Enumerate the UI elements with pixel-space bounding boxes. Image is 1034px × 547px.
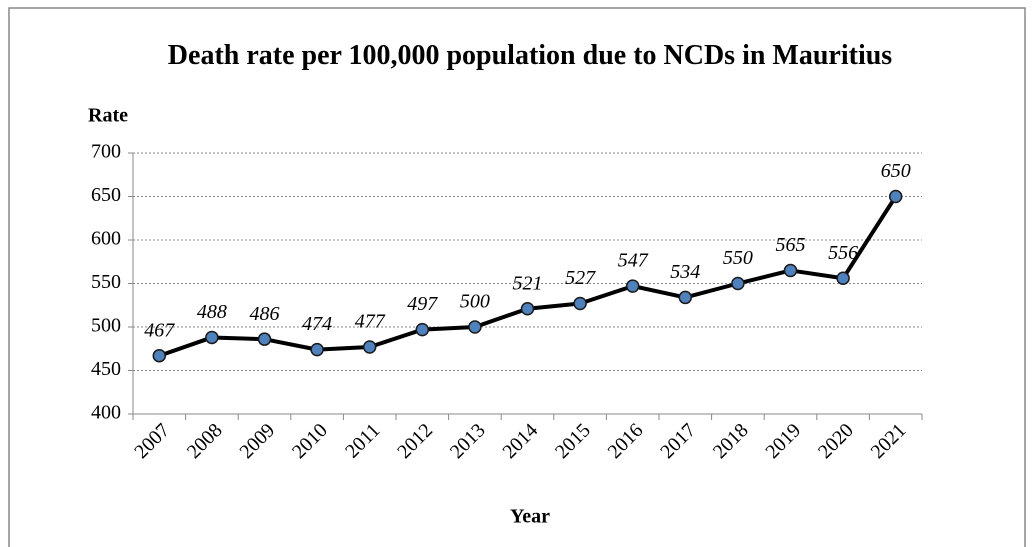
data-label: 556: [828, 242, 858, 264]
x-tick-label: 2018: [709, 419, 753, 463]
data-label: 527: [565, 267, 596, 289]
x-tick-label: 2014: [498, 419, 542, 463]
x-tick-label: 2021: [867, 419, 911, 463]
x-tick-label: 2020: [814, 419, 858, 463]
data-label: 467: [144, 319, 175, 341]
x-tick-label: 2017: [656, 419, 700, 463]
y-tick-label: 400: [91, 402, 121, 424]
y-tick-label: 600: [91, 228, 121, 250]
marker: [836, 271, 850, 286]
x-tick-label: 2007: [130, 419, 174, 463]
marker: [152, 348, 167, 363]
y-tick-label: 450: [91, 358, 121, 380]
y-tick-label: 700: [91, 141, 121, 163]
marker: [731, 276, 745, 291]
marker: [520, 301, 535, 316]
x-tick-label: 2016: [604, 419, 648, 463]
chart-title: Death rate per 100,000 population due to…: [167, 40, 893, 71]
marker: [573, 296, 587, 311]
marker: [257, 332, 272, 346]
chart-border: [8, 7, 1026, 547]
marker: [783, 263, 798, 278]
marker: [415, 322, 430, 337]
x-tick-label: 2011: [341, 419, 384, 462]
data-label: 534: [670, 261, 700, 283]
x-tick-label: 2010: [288, 419, 332, 463]
data-label: 565: [776, 234, 806, 256]
marker: [678, 290, 693, 305]
data-label: 497: [407, 293, 438, 315]
x-tick-label: 2013: [446, 419, 490, 463]
y-axis-label: Rate: [88, 105, 128, 127]
x-axis-label: Year: [510, 506, 550, 528]
data-label: 547: [618, 250, 649, 272]
marker: [888, 189, 903, 204]
data-label: 500: [460, 291, 490, 313]
y-tick-label: 500: [91, 315, 121, 337]
y-tick-label: 650: [91, 184, 121, 206]
x-tick-label: 2019: [761, 419, 805, 463]
marker: [205, 330, 219, 345]
data-label: 488: [197, 301, 227, 323]
data-label: 486: [250, 303, 280, 325]
x-tick-label: 2015: [551, 419, 595, 463]
data-label: 477: [355, 311, 386, 333]
x-tick-label: 2012: [393, 419, 437, 463]
data-label: 550: [723, 247, 753, 269]
marker: [625, 279, 640, 293]
data-label: 521: [513, 272, 543, 294]
y-tick-label: 550: [91, 271, 121, 293]
data-label: 474: [302, 313, 332, 335]
data-label: 650: [881, 160, 911, 182]
marker: [362, 340, 377, 354]
marker: [310, 342, 324, 357]
marker: [468, 320, 482, 334]
x-tick-label: 2008: [183, 419, 227, 463]
x-tick-label: 2009: [235, 419, 279, 463]
